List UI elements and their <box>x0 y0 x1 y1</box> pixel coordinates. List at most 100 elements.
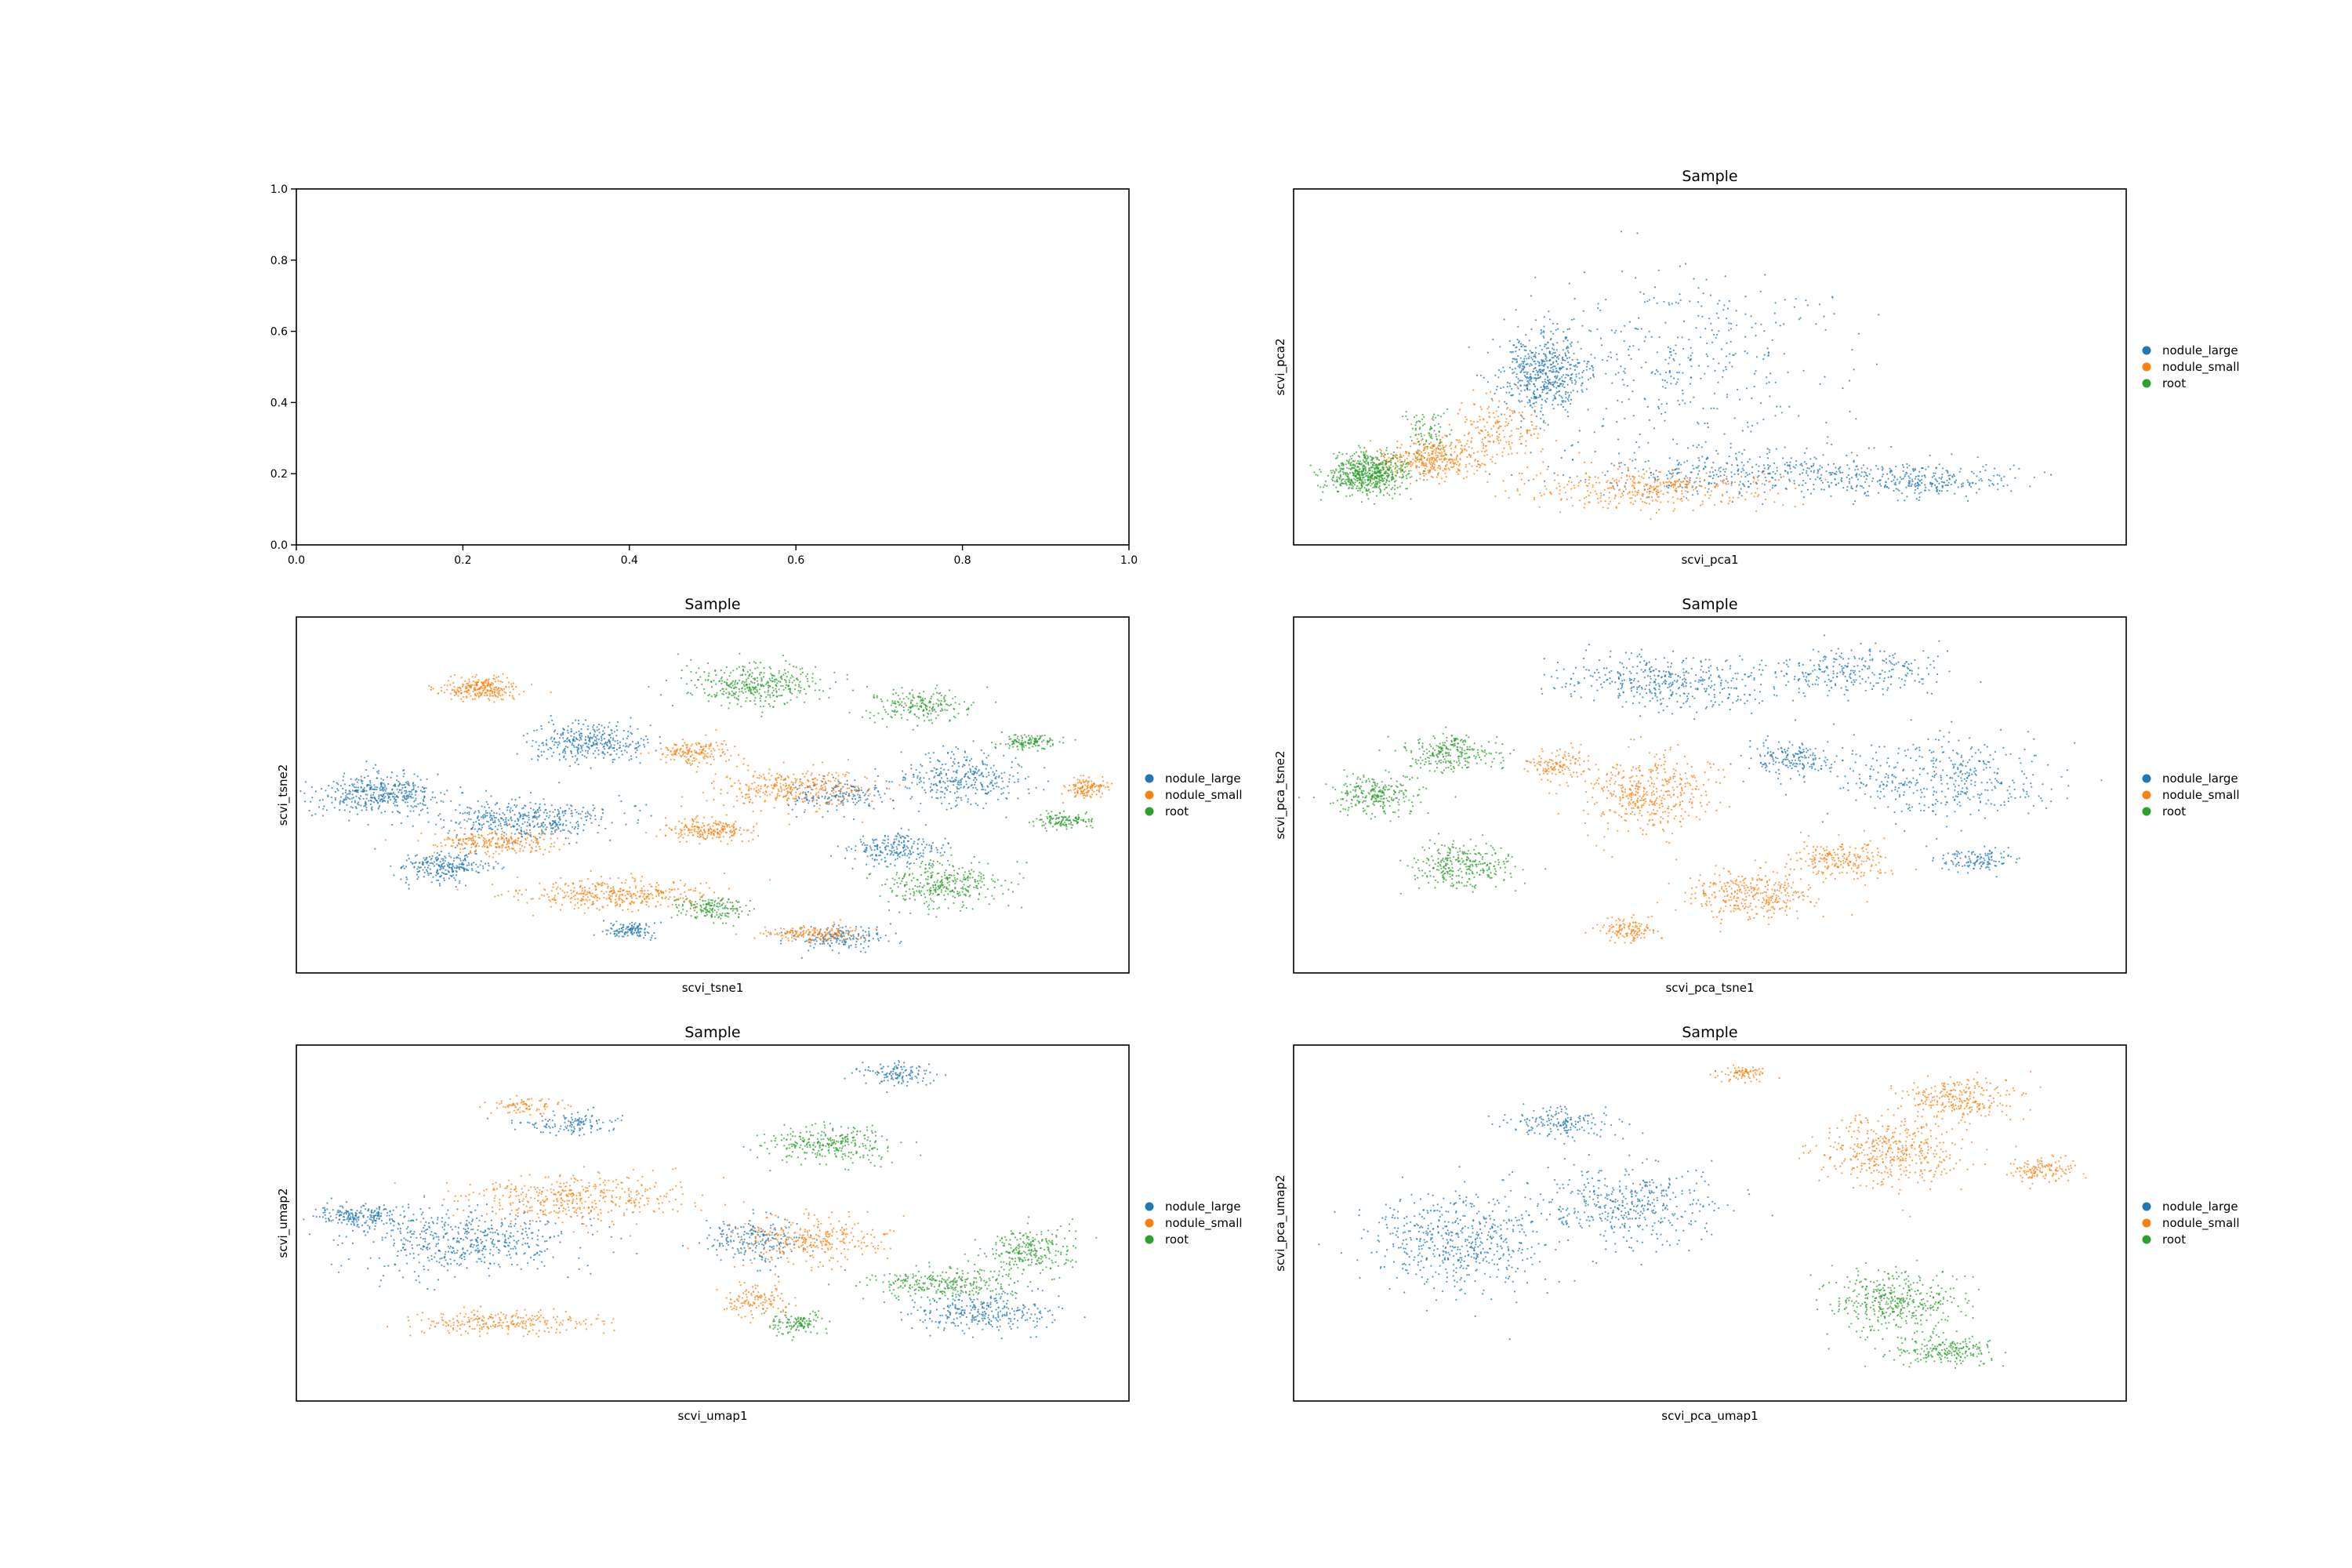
scatter-point <box>1505 418 1508 420</box>
scatter-point <box>1344 472 1347 475</box>
scatter-point <box>1352 482 1355 485</box>
scatter-point <box>1366 493 1368 495</box>
scatter-point <box>400 878 402 880</box>
scatter-point <box>1394 485 1396 487</box>
scatter-point <box>1459 458 1461 460</box>
scatter-point <box>333 807 336 809</box>
scatter-point <box>1432 416 1435 418</box>
scatter-point <box>1802 479 1805 482</box>
scatter-point <box>521 808 524 810</box>
scatter-point <box>409 810 412 812</box>
scatter-point <box>1643 501 1646 503</box>
scatter-point <box>561 811 564 814</box>
scatter-point <box>570 752 573 755</box>
scatter-point <box>1385 449 1388 452</box>
scatter-point <box>598 728 601 731</box>
scatter-point <box>532 826 535 828</box>
scatter-point <box>965 783 967 786</box>
scatter-point <box>1925 486 1927 488</box>
scatter-point <box>1613 497 1616 499</box>
scatter-point <box>1920 492 1922 494</box>
scatter-point <box>1707 365 1709 368</box>
scatter-point <box>1588 494 1590 497</box>
scatter-point <box>361 780 364 782</box>
scatter-point <box>1541 398 1544 401</box>
scatter-point <box>407 795 409 797</box>
scatter-point <box>1857 478 1859 481</box>
scatter-point <box>383 779 385 782</box>
scatter-point <box>1612 477 1614 480</box>
scatter-point <box>1339 467 1341 470</box>
scatter-point <box>477 871 479 873</box>
scatter-point <box>1566 350 1569 352</box>
scatter-point <box>1689 383 1691 385</box>
scatter-point <box>923 782 925 784</box>
scatter-point <box>1489 435 1491 438</box>
scatter-point <box>1555 387 1558 389</box>
scatter-point <box>1632 494 1635 496</box>
scatter-point <box>579 735 581 737</box>
scatter-point <box>1657 398 1660 401</box>
scatter-point <box>1500 387 1502 390</box>
scatter-point <box>436 801 438 804</box>
scatter-point <box>1424 443 1427 445</box>
scatter-point <box>445 873 448 875</box>
scatter-point <box>1633 477 1635 480</box>
scatter-point <box>414 799 416 801</box>
scatter-point <box>575 755 577 757</box>
scatter-point <box>1573 368 1576 372</box>
scatter-point <box>1802 503 1804 506</box>
scatter-point <box>346 793 348 796</box>
scatter-point <box>1651 499 1654 502</box>
scatter-point <box>1644 336 1646 338</box>
scatter-point <box>421 790 423 793</box>
scatter-point <box>951 765 953 768</box>
scatter-point <box>367 775 369 778</box>
scatter-point <box>987 791 989 793</box>
scatter-point <box>567 829 570 832</box>
scatter-point <box>1875 465 1878 467</box>
scatter-point <box>574 740 576 742</box>
scatter-point <box>1721 493 1723 495</box>
scatter-point <box>955 800 957 802</box>
scatter-point <box>1573 487 1576 489</box>
scatter-point <box>1508 497 1510 499</box>
scatter-point <box>1373 457 1375 459</box>
scatter-point <box>1753 372 1756 375</box>
scatter-point <box>1543 493 1545 495</box>
scatter-point <box>1337 455 1339 457</box>
scatter-point <box>960 786 962 789</box>
scatter-point <box>1860 485 1864 488</box>
scatter-point <box>1347 477 1349 479</box>
scatter-point <box>1519 472 1521 474</box>
scatter-point <box>1906 495 1908 498</box>
scatter-point <box>1494 374 1497 376</box>
scatter-point <box>459 826 462 829</box>
scatter-point <box>1704 441 1707 443</box>
scatter-point <box>1497 427 1499 430</box>
scatter-point <box>1468 346 1470 348</box>
scatter-point <box>1856 454 1858 457</box>
scatter-point <box>608 734 611 737</box>
scatter-point <box>1702 292 1704 295</box>
scatter-point <box>1525 345 1527 347</box>
scatter-point <box>1436 456 1438 459</box>
scatter-point <box>1915 475 1917 478</box>
scatter-point <box>1403 455 1405 457</box>
scatter-point <box>1477 460 1479 463</box>
scatter-point <box>390 776 392 779</box>
scatter-point <box>1711 490 1713 492</box>
scatter-point <box>578 730 580 732</box>
scatter-point <box>620 800 622 803</box>
scatter-point <box>1485 445 1487 448</box>
scatter-point <box>1689 481 1691 484</box>
scatter-point <box>1810 465 1813 467</box>
scatter-point <box>474 811 477 813</box>
scatter-point <box>1918 480 1921 482</box>
scatter-point <box>1544 358 1547 361</box>
scatter-point <box>1729 353 1731 355</box>
scatter-point <box>1744 499 1747 501</box>
scatter-point <box>1835 484 1838 486</box>
scatter-point <box>1380 449 1382 452</box>
